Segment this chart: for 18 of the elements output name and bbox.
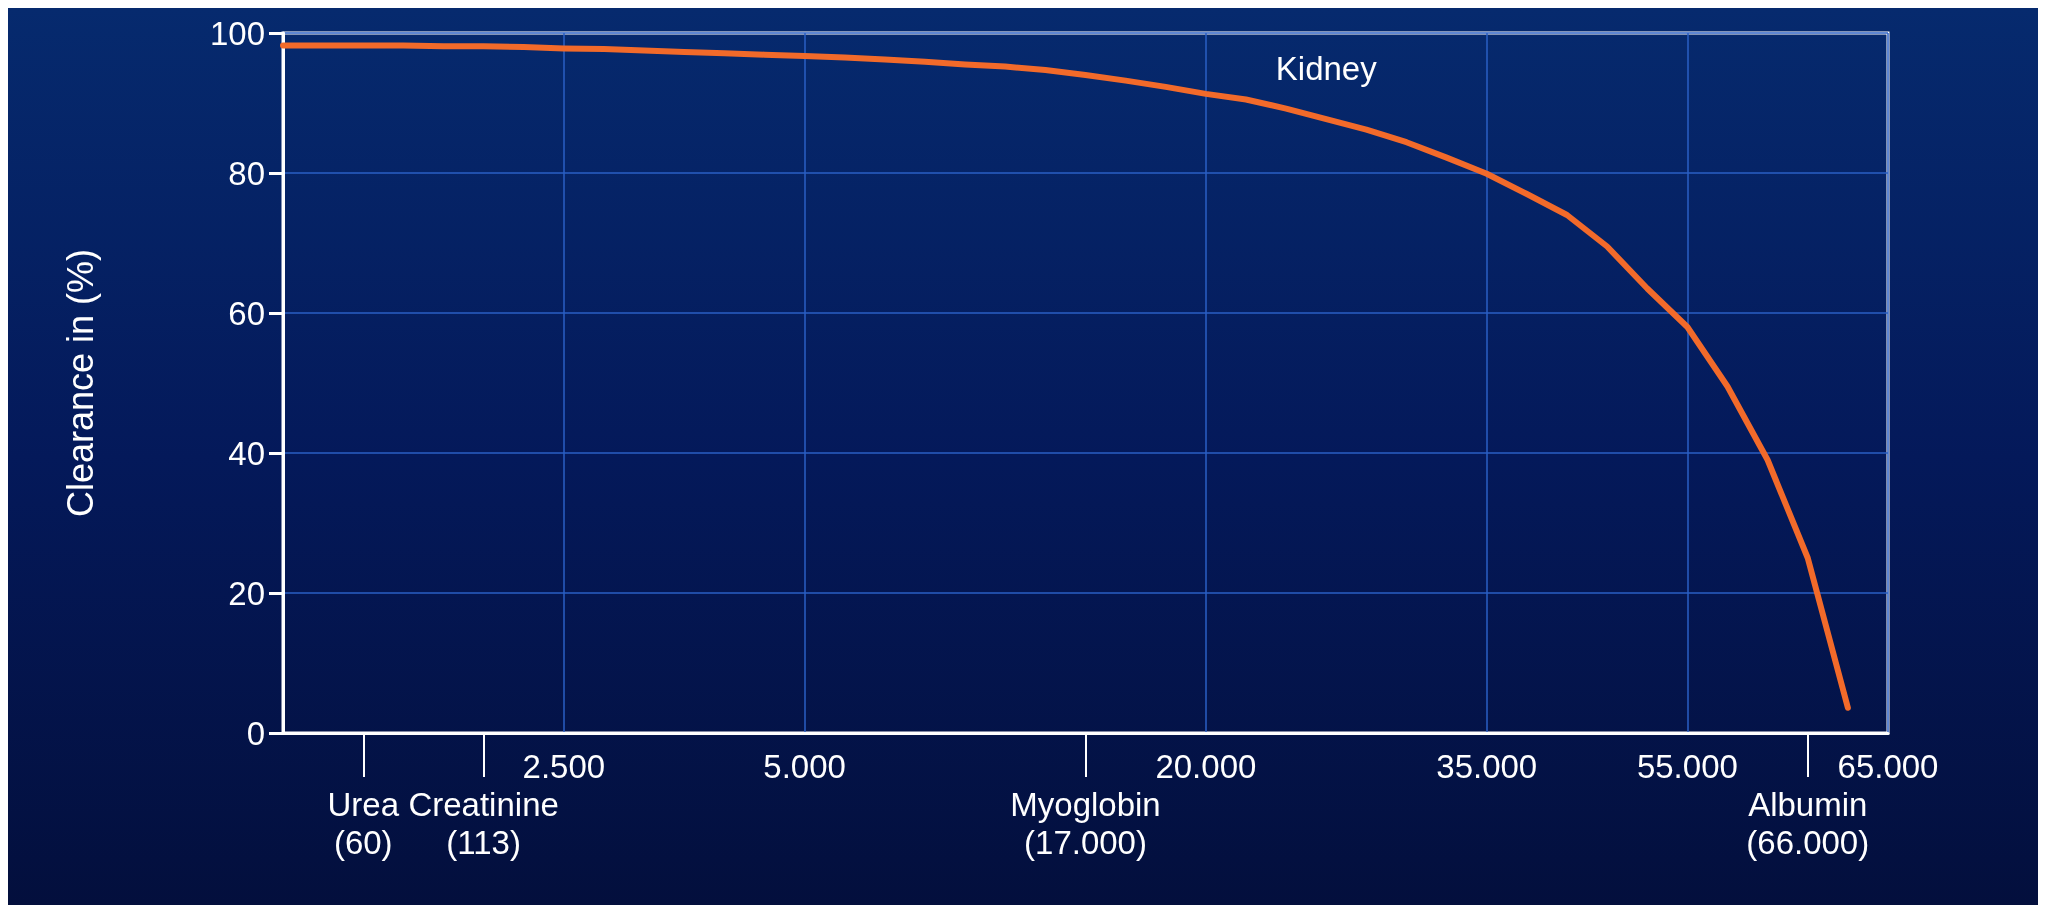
x-tick-label: Urea (60) <box>327 785 400 861</box>
y-tick-label: 0 <box>246 714 265 752</box>
y-tick-label: 60 <box>228 294 265 332</box>
y-tick-label: 20 <box>228 574 265 612</box>
x-tick-label: 20.000 <box>1155 747 1257 785</box>
x-tick-label: 2.500 <box>522 747 606 785</box>
x-tick-label: 65.000 <box>1837 747 1939 785</box>
x-tick-label: 55.000 <box>1636 747 1738 785</box>
x-tick-label: Creatinine (113) <box>408 785 559 861</box>
y-axis-title: Clearance in (%) <box>59 248 101 518</box>
x-tick-label: 35.000 <box>1436 747 1538 785</box>
x-tick-label: Myoglobin (17.000) <box>1010 785 1161 861</box>
x-tick-label: 5.000 <box>763 747 846 785</box>
y-tick-label: 100 <box>209 14 265 52</box>
series-label: Kidney <box>1275 50 1378 88</box>
y-tick-label: 40 <box>228 434 265 472</box>
x-tick-label: Albumin (66.000) <box>1746 785 1870 861</box>
y-tick-label: 80 <box>228 154 265 192</box>
